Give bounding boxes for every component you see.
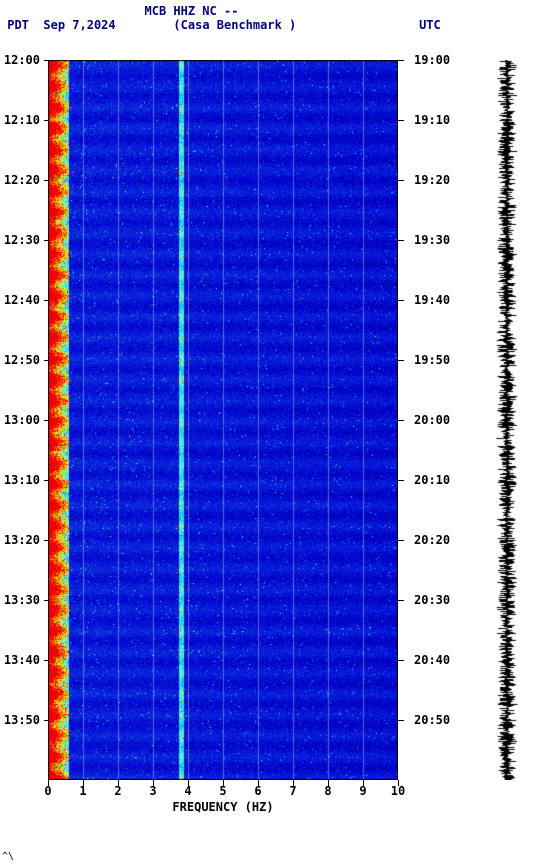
x-tick-label: 4 — [184, 784, 191, 798]
y-right-tick-label: 20:30 — [414, 593, 450, 607]
x-tick-label: 7 — [289, 784, 296, 798]
y-right-tick-label: 20:40 — [414, 653, 450, 667]
y-right-tick-label: 19:40 — [414, 293, 450, 307]
y-left-tick-label: 12:40 — [4, 293, 40, 307]
x-tick-label: 3 — [149, 784, 156, 798]
y-right-tick-label: 19:30 — [414, 233, 450, 247]
header-line-1: MCB HHZ NC -- — [0, 4, 552, 18]
y-left-tick-label: 13:50 — [4, 713, 40, 727]
y-axis-right: 19:0019:1019:2019:3019:4019:5020:0020:10… — [404, 60, 454, 780]
y-left-tick-label: 12:30 — [4, 233, 40, 247]
y-right-tick-label: 20:20 — [414, 533, 450, 547]
x-tick-label: 0 — [44, 784, 51, 798]
y-left-tick-label: 13:00 — [4, 413, 40, 427]
y-right-tick-label: 20:50 — [414, 713, 450, 727]
y-right-tick-label: 19:10 — [414, 113, 450, 127]
y-left-tick-label: 12:10 — [4, 113, 40, 127]
y-left-tick-label: 12:20 — [4, 173, 40, 187]
y-right-tick-label: 19:00 — [414, 53, 450, 67]
y-left-tick-label: 12:00 — [4, 53, 40, 67]
x-tick-label: 6 — [254, 784, 261, 798]
corner-mark: ^\ — [2, 851, 14, 862]
header-line-2: PDT Sep 7,2024 (Casa Benchmark ) UTC — [0, 18, 552, 32]
header: MCB HHZ NC -- PDT Sep 7,2024 (Casa Bench… — [0, 4, 552, 32]
y-left-tick-label: 13:10 — [4, 473, 40, 487]
waveform-trace — [496, 60, 518, 780]
y-axis-left: 12:0012:1012:2012:3012:4012:5013:0013:10… — [0, 60, 44, 780]
x-tick-label: 2 — [114, 784, 121, 798]
x-tick-label: 10 — [391, 784, 405, 798]
y-left-tick-label: 13:20 — [4, 533, 40, 547]
x-tick-label: 1 — [79, 784, 86, 798]
spectrogram — [48, 60, 398, 780]
y-right-tick-label: 19:20 — [414, 173, 450, 187]
x-tick-label: 9 — [359, 784, 366, 798]
x-tick-label: 5 — [219, 784, 226, 798]
y-right-tick-label: 19:50 — [414, 353, 450, 367]
x-tick-label: 8 — [324, 784, 331, 798]
y-right-tick-label: 20:00 — [414, 413, 450, 427]
y-left-tick-label: 12:50 — [4, 353, 40, 367]
x-axis-title: FREQUENCY (HZ) — [48, 800, 398, 814]
y-left-tick-label: 13:40 — [4, 653, 40, 667]
y-right-tick-label: 20:10 — [414, 473, 450, 487]
y-left-tick-label: 13:30 — [4, 593, 40, 607]
